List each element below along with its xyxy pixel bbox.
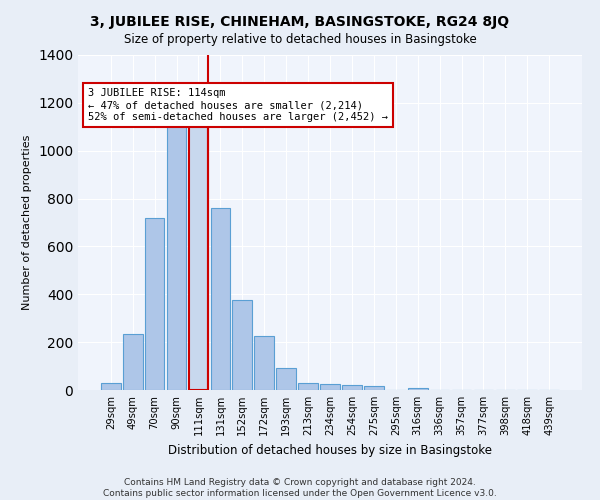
Bar	[211, 208, 230, 390]
Bar	[342, 385, 362, 390]
Bar	[167, 124, 187, 390]
X-axis label: Distribution of detached houses by size in Basingstoke: Distribution of detached houses by size …	[168, 444, 492, 456]
Bar	[320, 384, 340, 390]
Bar	[408, 388, 428, 390]
Y-axis label: Number of detached properties: Number of detached properties	[22, 135, 32, 310]
Bar	[145, 218, 164, 390]
Bar	[232, 300, 252, 390]
Bar	[276, 368, 296, 390]
Bar	[188, 120, 208, 390]
Bar	[123, 334, 143, 390]
Text: 3 JUBILEE RISE: 114sqm
← 47% of detached houses are smaller (2,214)
52% of semi-: 3 JUBILEE RISE: 114sqm ← 47% of detached…	[88, 88, 388, 122]
Text: 3, JUBILEE RISE, CHINEHAM, BASINGSTOKE, RG24 8JQ: 3, JUBILEE RISE, CHINEHAM, BASINGSTOKE, …	[91, 15, 509, 29]
Bar	[298, 383, 318, 390]
Text: Contains HM Land Registry data © Crown copyright and database right 2024.
Contai: Contains HM Land Registry data © Crown c…	[103, 478, 497, 498]
Bar	[101, 383, 121, 390]
Bar	[254, 336, 274, 390]
Text: Size of property relative to detached houses in Basingstoke: Size of property relative to detached ho…	[124, 32, 476, 46]
Bar	[364, 386, 384, 390]
